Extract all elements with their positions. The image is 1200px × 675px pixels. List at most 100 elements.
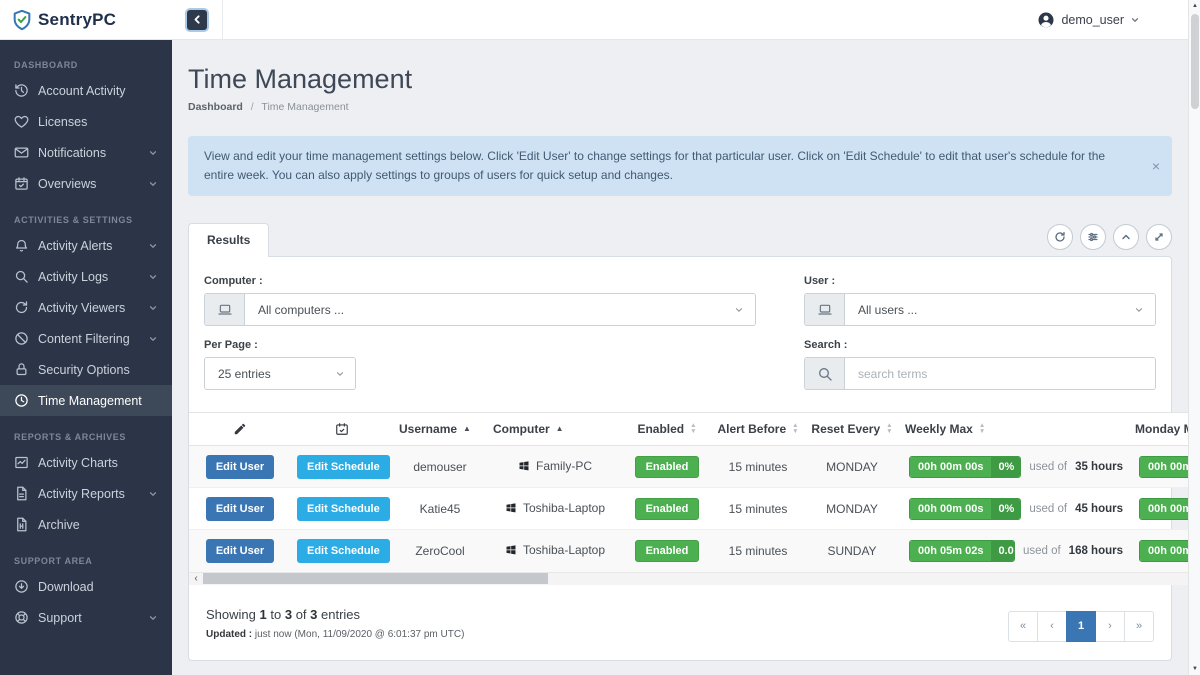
window-scrollbar-thumb[interactable]: [1191, 14, 1199, 109]
monday-max-cell: 00h 00m 00s: [1135, 540, 1200, 563]
username-cell: Katie45: [393, 487, 487, 530]
pagination: « ‹ 1 › »: [1008, 610, 1154, 642]
sidebar-item-activity-logs[interactable]: Activity Logs: [0, 261, 172, 292]
sidebar-item-label: Content Filtering: [38, 331, 130, 346]
pagination-first-button[interactable]: «: [1008, 610, 1038, 642]
col-username[interactable]: Username ▲: [393, 412, 487, 447]
topbar-divider: [222, 0, 223, 40]
chevron-down-icon: [149, 181, 157, 186]
scroll-up-icon[interactable]: ▲: [1192, 3, 1198, 9]
nav-section-support: SUPPORT AREA: [14, 556, 93, 566]
pagination-next-button[interactable]: ›: [1095, 610, 1125, 642]
table-row: Edit User Edit Schedule demouser Family-…: [189, 445, 1200, 488]
nav-section-dashboard: DASHBOARD: [14, 60, 78, 70]
edit-user-button[interactable]: Edit User: [205, 454, 275, 479]
per-page-select[interactable]: 25 entries: [204, 357, 356, 391]
computer-select[interactable]: All computers ...: [204, 293, 756, 327]
sidebar-item-activity-viewers[interactable]: Activity Viewers: [0, 292, 172, 323]
chevron-down-icon: [1134, 305, 1155, 315]
sliders-icon: [1088, 233, 1098, 242]
sidebar-item-label: Activity Logs: [38, 269, 109, 284]
user-select[interactable]: All users ...: [804, 293, 1156, 327]
sidebar-item-content-filtering[interactable]: Content Filtering: [0, 323, 172, 354]
sidebar-item-licenses[interactable]: Licenses: [0, 106, 172, 137]
sidebar-collapse-button[interactable]: [187, 9, 207, 30]
breadcrumb-parent[interactable]: Dashboard: [188, 101, 243, 113]
results-card: Computer : All computers ... User :: [188, 256, 1200, 661]
sidebar-item-label: Activity Reports: [38, 486, 125, 501]
nav-section-activities: ACTIVITIES & SETTINGS: [14, 215, 133, 225]
horizontal-scrollbar[interactable]: ‹ ›: [189, 571, 1200, 585]
lock-icon: [16, 363, 27, 376]
computer-select-value: All computers ...: [258, 302, 345, 317]
col-alert-before[interactable]: Alert Before ▲ ▼: [711, 412, 805, 447]
collapse-panel-button[interactable]: [1113, 224, 1139, 251]
sidebar-item-archive[interactable]: Archive: [0, 509, 172, 540]
expand-panel-button[interactable]: [1146, 224, 1172, 251]
pagination-last-button[interactable]: »: [1124, 610, 1154, 642]
close-icon[interactable]: ×: [1151, 158, 1160, 175]
alert-before-cell: 15 minutes: [728, 459, 788, 474]
col-computer[interactable]: Computer ▲: [487, 412, 623, 447]
filters-button[interactable]: [1080, 224, 1106, 251]
sidebar-item-overviews[interactable]: Overviews: [0, 168, 172, 199]
sidebar-item-label: Support: [38, 610, 82, 625]
user-menu[interactable]: demo_user: [1037, 11, 1140, 29]
col-edit-user[interactable]: [189, 412, 291, 447]
pagination-prev-button[interactable]: ‹: [1037, 610, 1067, 642]
edit-schedule-button[interactable]: Edit Schedule: [297, 454, 390, 479]
scroll-down-icon[interactable]: ▼: [1192, 666, 1198, 672]
edit-schedule-button[interactable]: Edit Schedule: [297, 539, 390, 564]
refresh-icon: [1055, 232, 1065, 242]
scrollbar-thumb[interactable]: [203, 573, 548, 585]
search-label: Search :: [804, 339, 848, 352]
username-cell: ZeroCool: [393, 529, 487, 572]
calendar-icon: [336, 423, 348, 436]
refresh-button[interactable]: [1047, 224, 1073, 251]
info-banner: View and edit your time management setti…: [188, 136, 1172, 197]
sidebar-item-activity-reports[interactable]: Activity Reports: [0, 478, 172, 509]
topbar: demo_user: [172, 0, 1188, 40]
window-scrollbar[interactable]: ▲ ▼: [1188, 0, 1200, 675]
life-ring-icon: [15, 611, 28, 624]
sidebar-item-time-management[interactable]: Time Management: [0, 385, 172, 416]
sidebar-item-activity-charts[interactable]: Activity Charts: [0, 447, 172, 478]
sidebar-nav: DASHBOARD Account Activity Licenses Noti…: [0, 40, 172, 633]
edit-schedule-button[interactable]: Edit Schedule: [297, 496, 390, 521]
results-table: Username ▲ Computer ▲ Enabled ▲ ▼ Alert Befo…: [189, 412, 1200, 572]
per-page-value: 25 entries: [218, 366, 271, 381]
sidebar-item-download[interactable]: Download: [0, 571, 172, 602]
scrollbar-track[interactable]: [203, 572, 1188, 585]
edit-user-button[interactable]: Edit User: [205, 496, 275, 521]
reset-every-cell: SUNDAY: [805, 529, 899, 572]
computer-cell: Family-PC: [518, 459, 592, 473]
breadcrumb-current: Time Management: [261, 101, 349, 113]
col-weekly-max[interactable]: Weekly Max ▲ ▼: [899, 412, 1129, 447]
file-text-icon: [17, 486, 27, 501]
search-box: [804, 357, 1156, 391]
chevron-down-icon: [149, 336, 157, 341]
sidebar-item-notifications[interactable]: Notifications: [0, 137, 172, 168]
edit-user-button[interactable]: Edit User: [205, 539, 275, 564]
search-input[interactable]: [845, 366, 1155, 381]
updated-timestamp: Updated : just now (Mon, 11/09/2020 @ 6:…: [206, 628, 465, 640]
sidebar-item-activity-alerts[interactable]: Activity Alerts: [0, 230, 172, 261]
monday-max-cell: 00h 00m 00s: [1135, 497, 1200, 520]
chart-line-icon: [15, 456, 28, 469]
sidebar-item-security-options[interactable]: Security Options: [0, 354, 172, 385]
sidebar-item-account-activity[interactable]: Account Activity: [0, 75, 172, 106]
sidebar-item-support[interactable]: Support: [0, 602, 172, 633]
scroll-left-icon[interactable]: ‹: [194, 573, 198, 585]
col-reset-every[interactable]: Reset Every ▲ ▼: [805, 412, 899, 447]
col-edit-schedule[interactable]: [291, 412, 393, 447]
brand-logo[interactable]: SentryPC: [0, 0, 172, 40]
sidebar-item-label: Overviews: [38, 176, 97, 191]
pagination-page-1[interactable]: 1: [1066, 610, 1096, 642]
tab-results[interactable]: Results: [188, 223, 270, 258]
usage-pill: 00h 00m 00s: [1139, 455, 1200, 478]
col-enabled[interactable]: Enabled ▲ ▼: [623, 412, 711, 447]
sidebar-item-label: Activity Charts: [38, 455, 118, 470]
breadcrumb-separator: /: [250, 101, 254, 113]
username-cell: demouser: [413, 459, 467, 474]
